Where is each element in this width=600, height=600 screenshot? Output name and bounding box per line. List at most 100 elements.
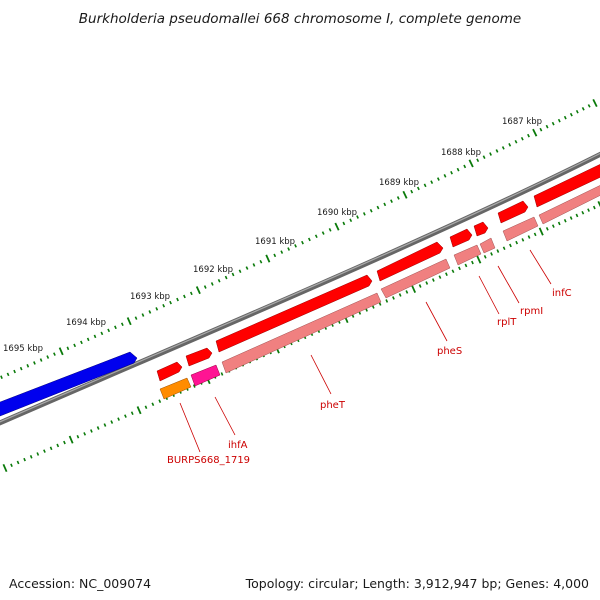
major-tick [68, 435, 74, 444]
minor-tick [430, 180, 434, 184]
minor-tick [396, 196, 400, 200]
minor-tick [39, 358, 43, 362]
minor-tick [356, 215, 359, 219]
gene-label-burps668-1719[interactable]: BURPS668_1719 [167, 455, 250, 466]
minor-tick [342, 221, 346, 226]
gene-label-rplt[interactable]: rplT [497, 317, 517, 328]
feature-infc-cds[interactable] [497, 200, 529, 224]
scale-label-1691: 1691 kbp [255, 237, 295, 247]
minor-tick [53, 352, 56, 356]
minor-tick [13, 369, 16, 374]
forward-features [0, 162, 600, 418]
minor-tick [569, 216, 573, 220]
scale-label-1687: 1687 kbp [502, 117, 542, 127]
feature-magenta-gene[interactable] [190, 364, 221, 387]
feature-rplt-rna[interactable] [453, 244, 482, 266]
minor-tick [83, 432, 87, 436]
minor-tick [189, 291, 193, 296]
minor-tick [220, 372, 224, 376]
minor-tick [551, 224, 555, 228]
minor-tick [273, 253, 277, 258]
minor-tick [436, 177, 440, 181]
minor-tick [314, 234, 318, 239]
minor-tick [231, 272, 235, 277]
feature-rplt-cds[interactable] [449, 228, 473, 248]
gene-label-ihfa[interactable]: ihfA [228, 440, 248, 451]
feature-cds-a[interactable] [156, 361, 183, 382]
minor-tick [581, 210, 585, 215]
minor-tick [521, 238, 525, 242]
minor-tick [509, 243, 512, 248]
minor-tick [294, 244, 297, 248]
minor-tick [307, 237, 311, 242]
gene-label-rpmi[interactable]: rpmI [520, 306, 543, 317]
minor-tick [0, 375, 3, 379]
minor-tick [217, 278, 221, 283]
minor-tick [569, 112, 573, 117]
feature-rpmi-cds[interactable] [473, 221, 489, 237]
accession-text: Accession: NC_009074 [9, 576, 152, 591]
minor-tick [483, 255, 487, 259]
minor-tick [539, 127, 543, 132]
gene-label-phes[interactable]: pheS [437, 346, 462, 357]
minor-tick [141, 313, 145, 317]
minor-tick [26, 364, 30, 368]
major-tick [402, 190, 408, 199]
minor-tick [416, 186, 420, 191]
feature-phes-rna[interactable] [380, 258, 451, 299]
minor-tick [134, 316, 138, 320]
minor-tick [575, 213, 579, 218]
minor-tick [66, 346, 70, 351]
minor-tick [117, 417, 120, 421]
minor-tick [107, 328, 111, 333]
minor-tick [369, 208, 373, 213]
feature-cds-right[interactable] [533, 162, 600, 208]
minor-tick [29, 455, 33, 459]
minor-tick [418, 284, 422, 288]
minor-tick [533, 232, 537, 237]
feature-rna-right[interactable] [538, 183, 600, 225]
minor-tick [581, 107, 585, 111]
minor-tick [6, 372, 10, 377]
minor-tick [392, 296, 395, 300]
topology-summary-text: Topology: circular; Length: 3,912,947 bp… [245, 576, 589, 591]
minor-tick [390, 199, 393, 203]
minor-tick [349, 218, 353, 223]
gene-label-phet[interactable]: pheT [320, 400, 346, 411]
feature-cds-b[interactable] [185, 347, 213, 367]
minor-tick [36, 452, 40, 456]
feature-infc-rna[interactable] [502, 216, 539, 242]
chromosome-backbone [0, 151, 600, 426]
minor-tick [23, 457, 26, 462]
map-title: Burkholderia pseudomallei 668 chromosome… [79, 11, 521, 27]
minor-tick [496, 249, 500, 253]
minor-tick [33, 361, 36, 365]
leader-burps [179, 402, 201, 453]
minor-tick [49, 446, 53, 451]
minor-tick [80, 340, 83, 345]
feature-rpmi-rna[interactable] [479, 237, 496, 254]
minor-tick [148, 310, 152, 314]
major-tick [265, 254, 271, 263]
major-tick [538, 227, 544, 236]
feature-blue-arrow[interactable] [0, 351, 138, 418]
major-tick [411, 284, 417, 293]
minor-tick [124, 414, 127, 418]
major-tick [592, 98, 598, 108]
minor-tick [450, 170, 453, 175]
minor-tick [385, 299, 389, 303]
minor-tick [451, 269, 455, 274]
feature-phet-rna[interactable] [221, 292, 382, 374]
minor-tick [46, 355, 50, 359]
feature-phet-cds[interactable] [215, 274, 373, 353]
minor-tick [527, 133, 530, 138]
feature-orange-gene[interactable] [159, 377, 192, 400]
gene-label-infc[interactable]: infC [552, 288, 572, 299]
minor-tick [96, 426, 100, 430]
minor-tick [551, 121, 555, 126]
minor-tick [410, 189, 414, 194]
minor-tick [252, 263, 256, 267]
feature-phes-cds[interactable] [376, 241, 444, 282]
minor-tick [431, 278, 435, 282]
